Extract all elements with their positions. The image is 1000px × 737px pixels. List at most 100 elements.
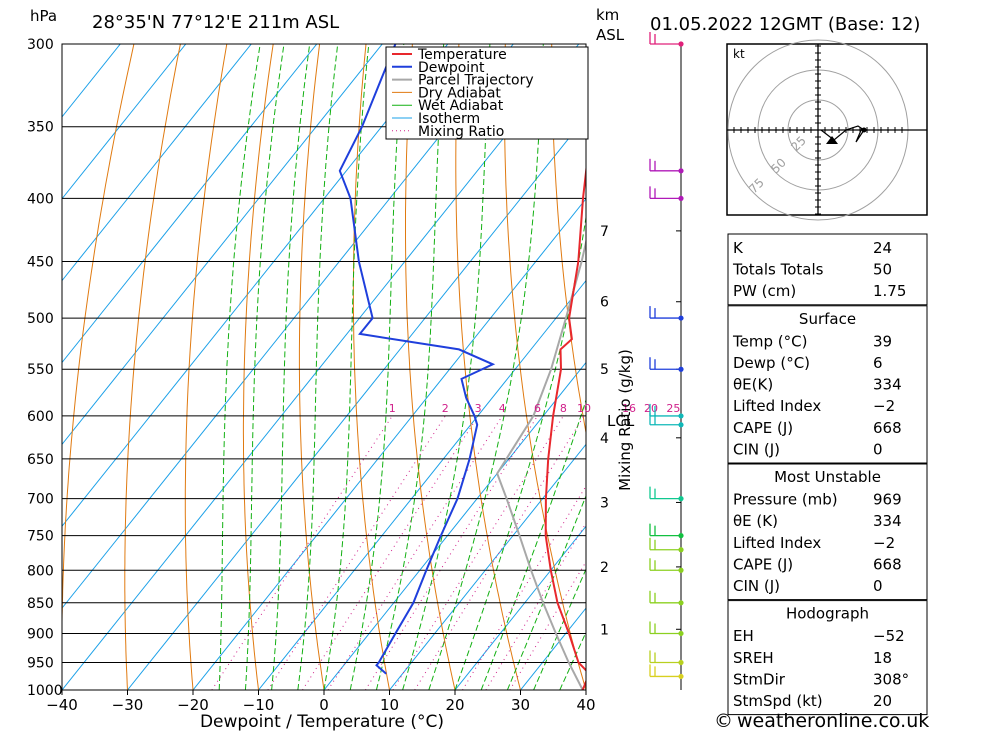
dry-adiabat-line [62,44,134,690]
stat-value: 6 [873,354,883,372]
pressure-tick-label: 600 [27,409,54,425]
hodograph-unit: kt [733,47,745,61]
wind-barb [650,306,684,321]
stat-label: CAPE (J) [733,419,793,437]
pressure-tick-label: 900 [27,626,54,642]
stat-label: θE(K) [733,376,773,394]
stat-value: 20 [873,692,892,710]
mixing-ratio-value: 2 [442,402,449,415]
stat-label: K [733,239,744,257]
pressure-tick-label: 550 [27,362,54,378]
pressure-tick-label: 700 [27,492,54,508]
wind-barb [650,664,684,679]
km-tick-label: 2 [600,560,609,576]
mixing-ratio-line [510,416,674,690]
stat-label: Dewp (°C) [733,354,810,372]
km-tick-label: 7 [600,224,609,240]
stat-label: StmDir [733,670,786,688]
stat-value: 39 [873,332,892,350]
km-tick-label: 1 [600,622,609,638]
stat-block-title: Most Unstable [774,468,881,486]
x-tick-label: 20 [445,696,464,714]
pressure-tick-label: 450 [27,255,54,271]
x-tick-label: −40 [46,696,78,714]
stat-block-title: Surface [799,310,856,328]
mixing-ratio-value: 4 [499,402,506,415]
wind-barb [650,186,684,201]
pressure-tick-label: 650 [27,452,54,468]
stat-value: −2 [873,534,895,552]
sounding-datetime: 01.05.2022 12GMT (Base: 12) [650,14,920,35]
stat-value: 0 [873,577,883,595]
dry-adiabat-line [353,44,389,690]
pressure-tick-label: 950 [27,655,54,671]
x-tick-label: 30 [511,696,530,714]
isotherm-line [0,44,448,690]
stat-label: SREH [733,649,774,667]
stat-value: 334 [873,376,902,394]
stat-value: 50 [873,261,892,279]
legend-label: Mixing Ratio [418,124,504,140]
dry-adiabat-line [406,44,456,690]
wind-barb [650,621,684,636]
mixing-ratio-value: 8 [560,402,567,415]
stat-label: CIN (J) [733,577,780,595]
pressure-tick-labels: 3003504004505005506006507007508008509009… [27,37,63,699]
mixing-ratio-value: 3 [475,402,482,415]
asl-axis-label: ASL [596,26,625,44]
pressure-tick-label: 300 [27,37,54,53]
dry-adiabat-line [970,44,1000,690]
x-tick-label: 40 [576,696,595,714]
stat-value: 334 [873,512,902,530]
isotherm-line [128,44,645,690]
km-tick-label: 6 [600,295,609,311]
station-location: 28°35'N 77°12'E 211m ASL [92,12,339,33]
stat-label: EH [733,627,754,645]
site-credit[interactable]: weatheronline.co.uk [737,710,929,732]
dry-adiabat-line [125,44,181,690]
stat-label: Lifted Index [733,397,821,415]
pressure-tick-label: 850 [27,596,54,612]
mixing-ratio-line [365,416,537,690]
isotherm-line [259,44,776,690]
copyright-symbol: © [714,710,733,732]
pressure-tick-label: 800 [27,563,54,579]
stat-value: 969 [873,491,902,509]
stat-label: StmSpd (kt) [733,692,823,710]
pressure-tick-label: 500 [27,311,54,327]
mixing-ratio-value: 6 [534,402,541,415]
mixing-ratio-value: 20 [644,402,658,415]
stat-value: 0 [873,440,883,458]
lcl-label: LCL [607,412,635,430]
wind-barbs [650,32,684,679]
stat-value: 24 [873,239,892,257]
hpa-axis-label: hPa [30,7,57,25]
stat-block-title: Hodograph [786,605,869,623]
x-axis-title: Dewpoint / Temperature (°C) [200,712,444,732]
wind-barb [650,650,684,665]
stat-label: Totals Totals [732,261,824,279]
stat-value: −2 [873,397,895,415]
dry-adiabat-line [185,44,227,690]
pressure-tick-label: 350 [27,120,54,136]
mixing-ratio-line [393,416,564,690]
stat-value: 668 [873,555,902,573]
wind-barb [650,159,684,174]
wet-adiabat-line [298,44,338,690]
mixing-ratio-line [303,416,479,690]
wind-barb [650,524,684,539]
pressure-tick-label: 750 [27,529,54,545]
mixing-ratio-value: 25 [666,402,680,415]
km-tick-label: 4 [600,431,609,447]
wet-adiabat-line [403,44,490,690]
stat-label: θE (K) [733,512,778,530]
mixing-ratio-value: 10 [577,402,591,415]
hodograph-end-point [862,128,867,133]
plot-frame [62,44,586,690]
wind-barb [650,538,684,553]
